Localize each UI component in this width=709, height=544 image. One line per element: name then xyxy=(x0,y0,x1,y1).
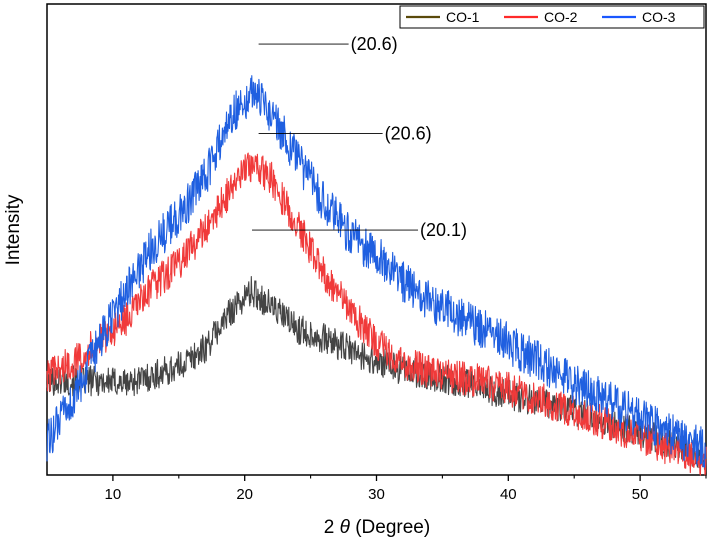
series-line-co-3 xyxy=(46,75,707,468)
x-tick-label-50: 50 xyxy=(632,486,649,503)
series-line-co-2 xyxy=(46,152,707,476)
legend-label-co-1: CO-1 xyxy=(446,9,480,25)
series-layer xyxy=(46,75,707,476)
x-axis-title-symbol: θ xyxy=(340,517,351,538)
peak-annotations: (20.6) (20.6) (20.1) xyxy=(252,34,467,240)
x-axis: 10 20 30 40 50 xyxy=(105,475,707,503)
series-line-co-1 xyxy=(46,276,707,470)
legend: CO-1 CO-2 CO-3 xyxy=(399,5,705,29)
annotation-label-co-2: (20.6) xyxy=(385,124,432,144)
legend-label-co-2: CO-2 xyxy=(544,9,578,25)
legend-box xyxy=(399,5,705,29)
legend-label-co-3: CO-3 xyxy=(642,9,676,25)
x-tick-label-40: 40 xyxy=(500,486,517,503)
annotation-label-co-3: (20.6) xyxy=(351,34,398,54)
x-tick-label-10: 10 xyxy=(105,486,122,503)
x-axis-title: 2 θ (Degree) xyxy=(324,517,430,538)
x-tick-label-20: 20 xyxy=(236,486,253,503)
x-tick-label-30: 30 xyxy=(368,486,385,503)
x-axis-title-prefix: 2 xyxy=(324,517,340,538)
x-axis-title-suffix: (Degree) xyxy=(350,517,430,538)
y-axis-title: Intensity xyxy=(3,194,24,265)
annotation-label-co-1: (20.1) xyxy=(420,220,467,240)
